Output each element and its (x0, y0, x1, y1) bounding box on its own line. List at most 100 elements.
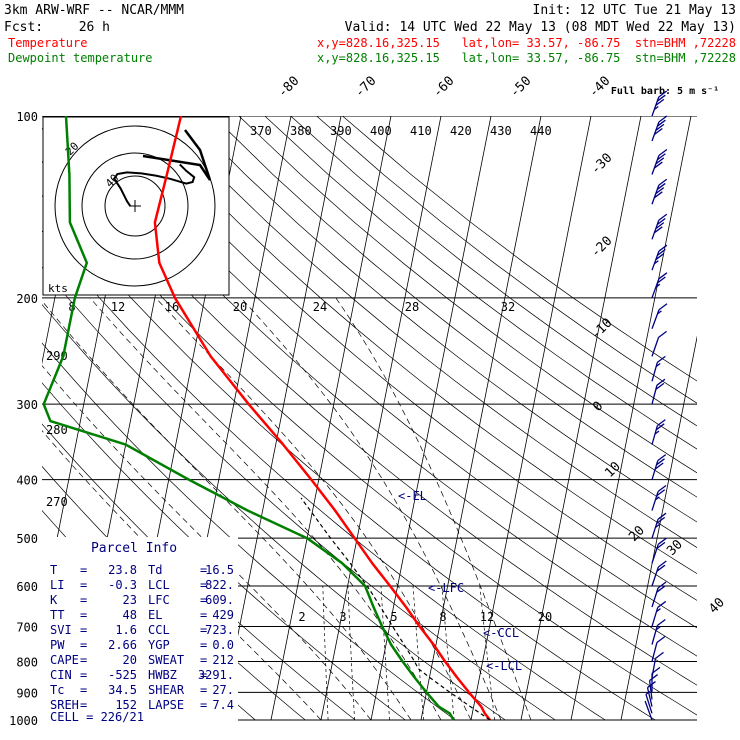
header: 3km ARW-WRF -- NCAR/MMM Init: 12 UTC Tue… (4, 3, 736, 65)
thetae-label: 280 (46, 423, 68, 437)
pressure-tick-label: 1000 (9, 714, 38, 728)
dry-adiabat (42, 304, 506, 721)
wind-barb-flag (656, 119, 666, 127)
parcel-key-2: SHEAR (148, 683, 185, 697)
parcel-eq-1: = (80, 578, 87, 592)
parcel-value-1: 23.8 (108, 563, 137, 577)
wind-barb-flag (655, 382, 665, 390)
isotherm-line (270, 116, 392, 721)
pressure-tick-label: 600 (16, 580, 38, 594)
moist-adiabat (155, 297, 472, 721)
model-title: 3km ARW-WRF -- NCAR/MMM (4, 3, 184, 18)
pressure-tick-label: 100 (16, 110, 38, 124)
wind-barb-half-flag (657, 310, 662, 315)
dry-adiabat (42, 195, 656, 721)
wind-barb-flag (656, 94, 666, 102)
moist-adiabat (42, 365, 372, 721)
wind-barb (651, 537, 667, 564)
wind-barb-flag (649, 674, 658, 682)
moist-adiabat (42, 430, 322, 721)
isotherm-label: -10 (588, 316, 615, 343)
moist-adiabat (240, 297, 502, 721)
wind-barb-half-flag (655, 626, 661, 631)
parcel-eq-2: = (200, 653, 207, 667)
parcel-value-1: 34.5 (108, 683, 137, 697)
temperature-legend: Temperature (8, 36, 87, 50)
parcel-key-2: LAPSE (148, 698, 184, 712)
wind-barb-flag (657, 485, 667, 493)
dry-adiabat (135, 116, 697, 575)
parcel-eq-1: = (80, 608, 87, 622)
isotherm-line (520, 116, 642, 721)
hodograph-scale-label: 12 (111, 300, 125, 314)
theta-label: 440 (530, 124, 552, 138)
wind-barb (651, 213, 668, 240)
wind-barb-half-flag (655, 496, 660, 501)
wind-scale-label: Full barb: 5 m s⁻¹ (611, 86, 719, 97)
hodograph-scale-label: 20 (233, 300, 247, 314)
parcel-info-row: SREH = 152 LAPSE = 7.4 (50, 698, 234, 712)
wind-barb-staff (651, 658, 657, 678)
mixing-ratio-line (412, 585, 424, 721)
parcel-value-2: 3291. (198, 668, 234, 682)
wind-barb-staff (651, 385, 658, 405)
mixing-ratio-line (441, 585, 455, 721)
parcel-eq-1: = (80, 563, 87, 577)
parcel-eq-1: = (80, 623, 87, 637)
parcel-value-2: 212 (212, 653, 234, 667)
wind-barb (648, 674, 658, 700)
wind-barb-flag (658, 90, 668, 98)
dry-adiabat (42, 230, 606, 721)
mixing-ratio-line (347, 585, 355, 721)
parcel-eq-2: = (200, 563, 207, 577)
wind-barb (651, 560, 667, 587)
dry-adiabat (42, 128, 697, 686)
parcel-value-2: 16.5 (205, 563, 234, 577)
dry-adiabat (316, 116, 697, 404)
wind-barb (651, 115, 668, 142)
isotherm-label: -50 (507, 74, 534, 101)
isotherm-label: -80 (275, 74, 302, 101)
moist-adiabat (335, 297, 532, 721)
wind-barb (651, 178, 668, 205)
mixing-ratio-label: 5 (390, 610, 397, 624)
wind-barbs: Full barb: 5 m s⁻¹ (611, 86, 719, 721)
wind-barb (651, 485, 667, 511)
wind-barb (651, 619, 666, 645)
dry-adiabat (290, 116, 697, 427)
wind-barb-flag (656, 458, 665, 466)
moist-adiabat (42, 300, 412, 721)
wind-barb-flag (656, 489, 666, 497)
dry-adiabat (109, 116, 697, 601)
wind-barb (651, 149, 668, 175)
theta-label: 400 (370, 124, 392, 138)
level-annotation: <-EL (398, 489, 427, 503)
init-time: Init: 12 UTC Tue 21 May 13 (533, 3, 737, 18)
wind-barb (651, 454, 667, 480)
pressure-axis: 100 200 300 400 500 600 700 800 900 1000 (9, 110, 38, 728)
dewpoint-line (42, 116, 455, 721)
isotherm-label: -40 (586, 74, 613, 101)
parcel-info-title: Parcel Info (91, 541, 177, 556)
parcel-info-row: LI = -0.3 LCL =822. (50, 578, 234, 592)
dry-adiabat (42, 342, 456, 721)
wind-barb-flag (656, 248, 666, 256)
parcel-key-2: EL (148, 608, 162, 622)
wind-barb-flag (656, 541, 666, 549)
theta-label: 430 (490, 124, 512, 138)
wind-barb (651, 90, 668, 117)
parcel-eq-1: = (80, 698, 87, 712)
parcel-value-2: 27. (212, 683, 234, 697)
parcel-path (300, 497, 491, 721)
wind-barb (651, 272, 668, 299)
parcel-value-2: 7.4 (212, 698, 234, 712)
parcel-value-1: 23 (123, 593, 137, 607)
theta-label: 410 (410, 124, 432, 138)
hodograph-scale-label: 16 (165, 300, 179, 314)
wind-barb-flag (658, 178, 668, 186)
wind-barb (651, 512, 667, 539)
dry-adiabat (238, 116, 697, 474)
parcel-eq-2: = (200, 638, 207, 652)
temperature-line (153, 116, 491, 721)
wind-barb-flag (658, 303, 668, 311)
